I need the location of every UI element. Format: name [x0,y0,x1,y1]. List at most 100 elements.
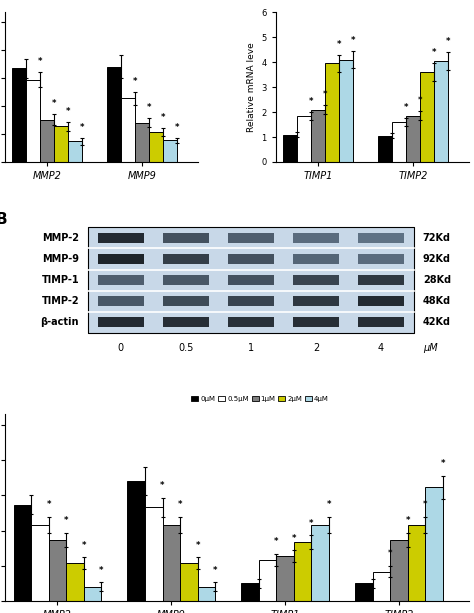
Bar [358,318,404,327]
Bar [358,233,404,243]
Bar [228,296,273,306]
Text: *: * [309,519,314,528]
Text: *: * [274,538,279,546]
Bar [339,59,353,162]
Bar [163,275,209,285]
Text: 1: 1 [248,343,254,352]
Bar [311,525,329,601]
Bar [297,116,311,162]
Bar [121,98,135,162]
Bar [68,142,82,162]
Bar [358,254,404,264]
Bar [83,587,101,601]
Text: MMP-2: MMP-2 [42,233,79,243]
Text: *: * [323,90,327,99]
Bar [98,318,144,327]
Text: *: * [46,500,51,509]
Text: 92Kd: 92Kd [423,254,451,264]
Bar [408,525,426,601]
Bar [392,122,406,162]
Bar [325,63,339,162]
Bar [128,481,145,601]
Text: *: * [52,99,56,109]
Bar [145,507,163,601]
Bar [283,134,297,162]
Legend: 0μM, 0.5μM, 1μM, 2μM, 4μM: 0μM, 0.5μM, 1μM, 2μM, 4μM [189,393,332,405]
Bar [373,571,391,601]
Text: 42Kd: 42Kd [423,317,451,327]
Bar [98,233,144,243]
Text: 0: 0 [118,343,124,352]
Bar [378,135,392,162]
Bar [293,254,339,264]
Text: *: * [418,96,422,105]
Text: 28Kd: 28Kd [423,275,451,285]
Text: *: * [80,123,84,132]
Bar [426,487,443,601]
Bar [180,563,198,601]
Bar [163,525,180,601]
Text: *: * [441,459,445,468]
Text: *: * [213,566,218,574]
Text: MMP-9: MMP-9 [42,254,79,264]
Bar [391,540,408,601]
Bar [163,140,177,162]
Text: *: * [178,500,182,509]
Bar [48,540,66,601]
Bar [434,61,448,162]
Text: B: B [0,212,7,227]
Text: *: * [147,103,151,112]
Text: *: * [195,541,200,550]
Text: *: * [351,36,355,45]
Text: *: * [309,97,313,106]
Text: *: * [388,549,392,558]
Text: *: * [64,516,68,525]
Text: *: * [82,541,86,550]
Text: *: * [161,113,165,122]
Text: TIMP-2: TIMP-2 [41,296,79,306]
Text: 2: 2 [313,343,319,352]
Text: μM: μM [423,343,438,352]
Bar [163,233,209,243]
Bar [311,110,325,162]
Bar [228,318,273,327]
Bar [358,296,404,306]
Text: 0.5: 0.5 [178,343,193,352]
Bar [98,275,144,285]
Bar [406,116,420,162]
Bar [293,296,339,306]
Bar [198,587,215,601]
Text: *: * [99,566,103,574]
Text: *: * [292,534,296,543]
Text: TIMP-1: TIMP-1 [41,275,79,285]
Bar [228,254,273,264]
Text: *: * [423,500,428,509]
Bar [228,275,273,285]
Text: *: * [406,516,410,525]
Text: *: * [133,77,137,86]
Y-axis label: Relative mRNA leve: Relative mRNA leve [247,42,256,132]
Bar [358,275,404,285]
Text: β-actin: β-actin [41,317,79,327]
Bar [241,583,259,601]
Bar [356,583,373,601]
Text: *: * [160,481,165,490]
Bar [293,275,339,285]
Bar [420,72,434,162]
Bar [276,557,294,601]
Bar [13,505,31,601]
Text: *: * [432,48,437,58]
Bar [294,543,311,601]
Text: 4: 4 [378,343,384,352]
Text: *: * [37,57,42,66]
Bar [293,233,339,243]
Text: 72Kd: 72Kd [423,233,451,243]
Bar [163,296,209,306]
Bar [98,296,144,306]
Bar [293,318,339,327]
Text: 48Kd: 48Kd [423,296,451,306]
Text: *: * [327,500,331,509]
Bar [259,560,276,601]
Bar [98,254,144,264]
Text: *: * [446,37,450,46]
